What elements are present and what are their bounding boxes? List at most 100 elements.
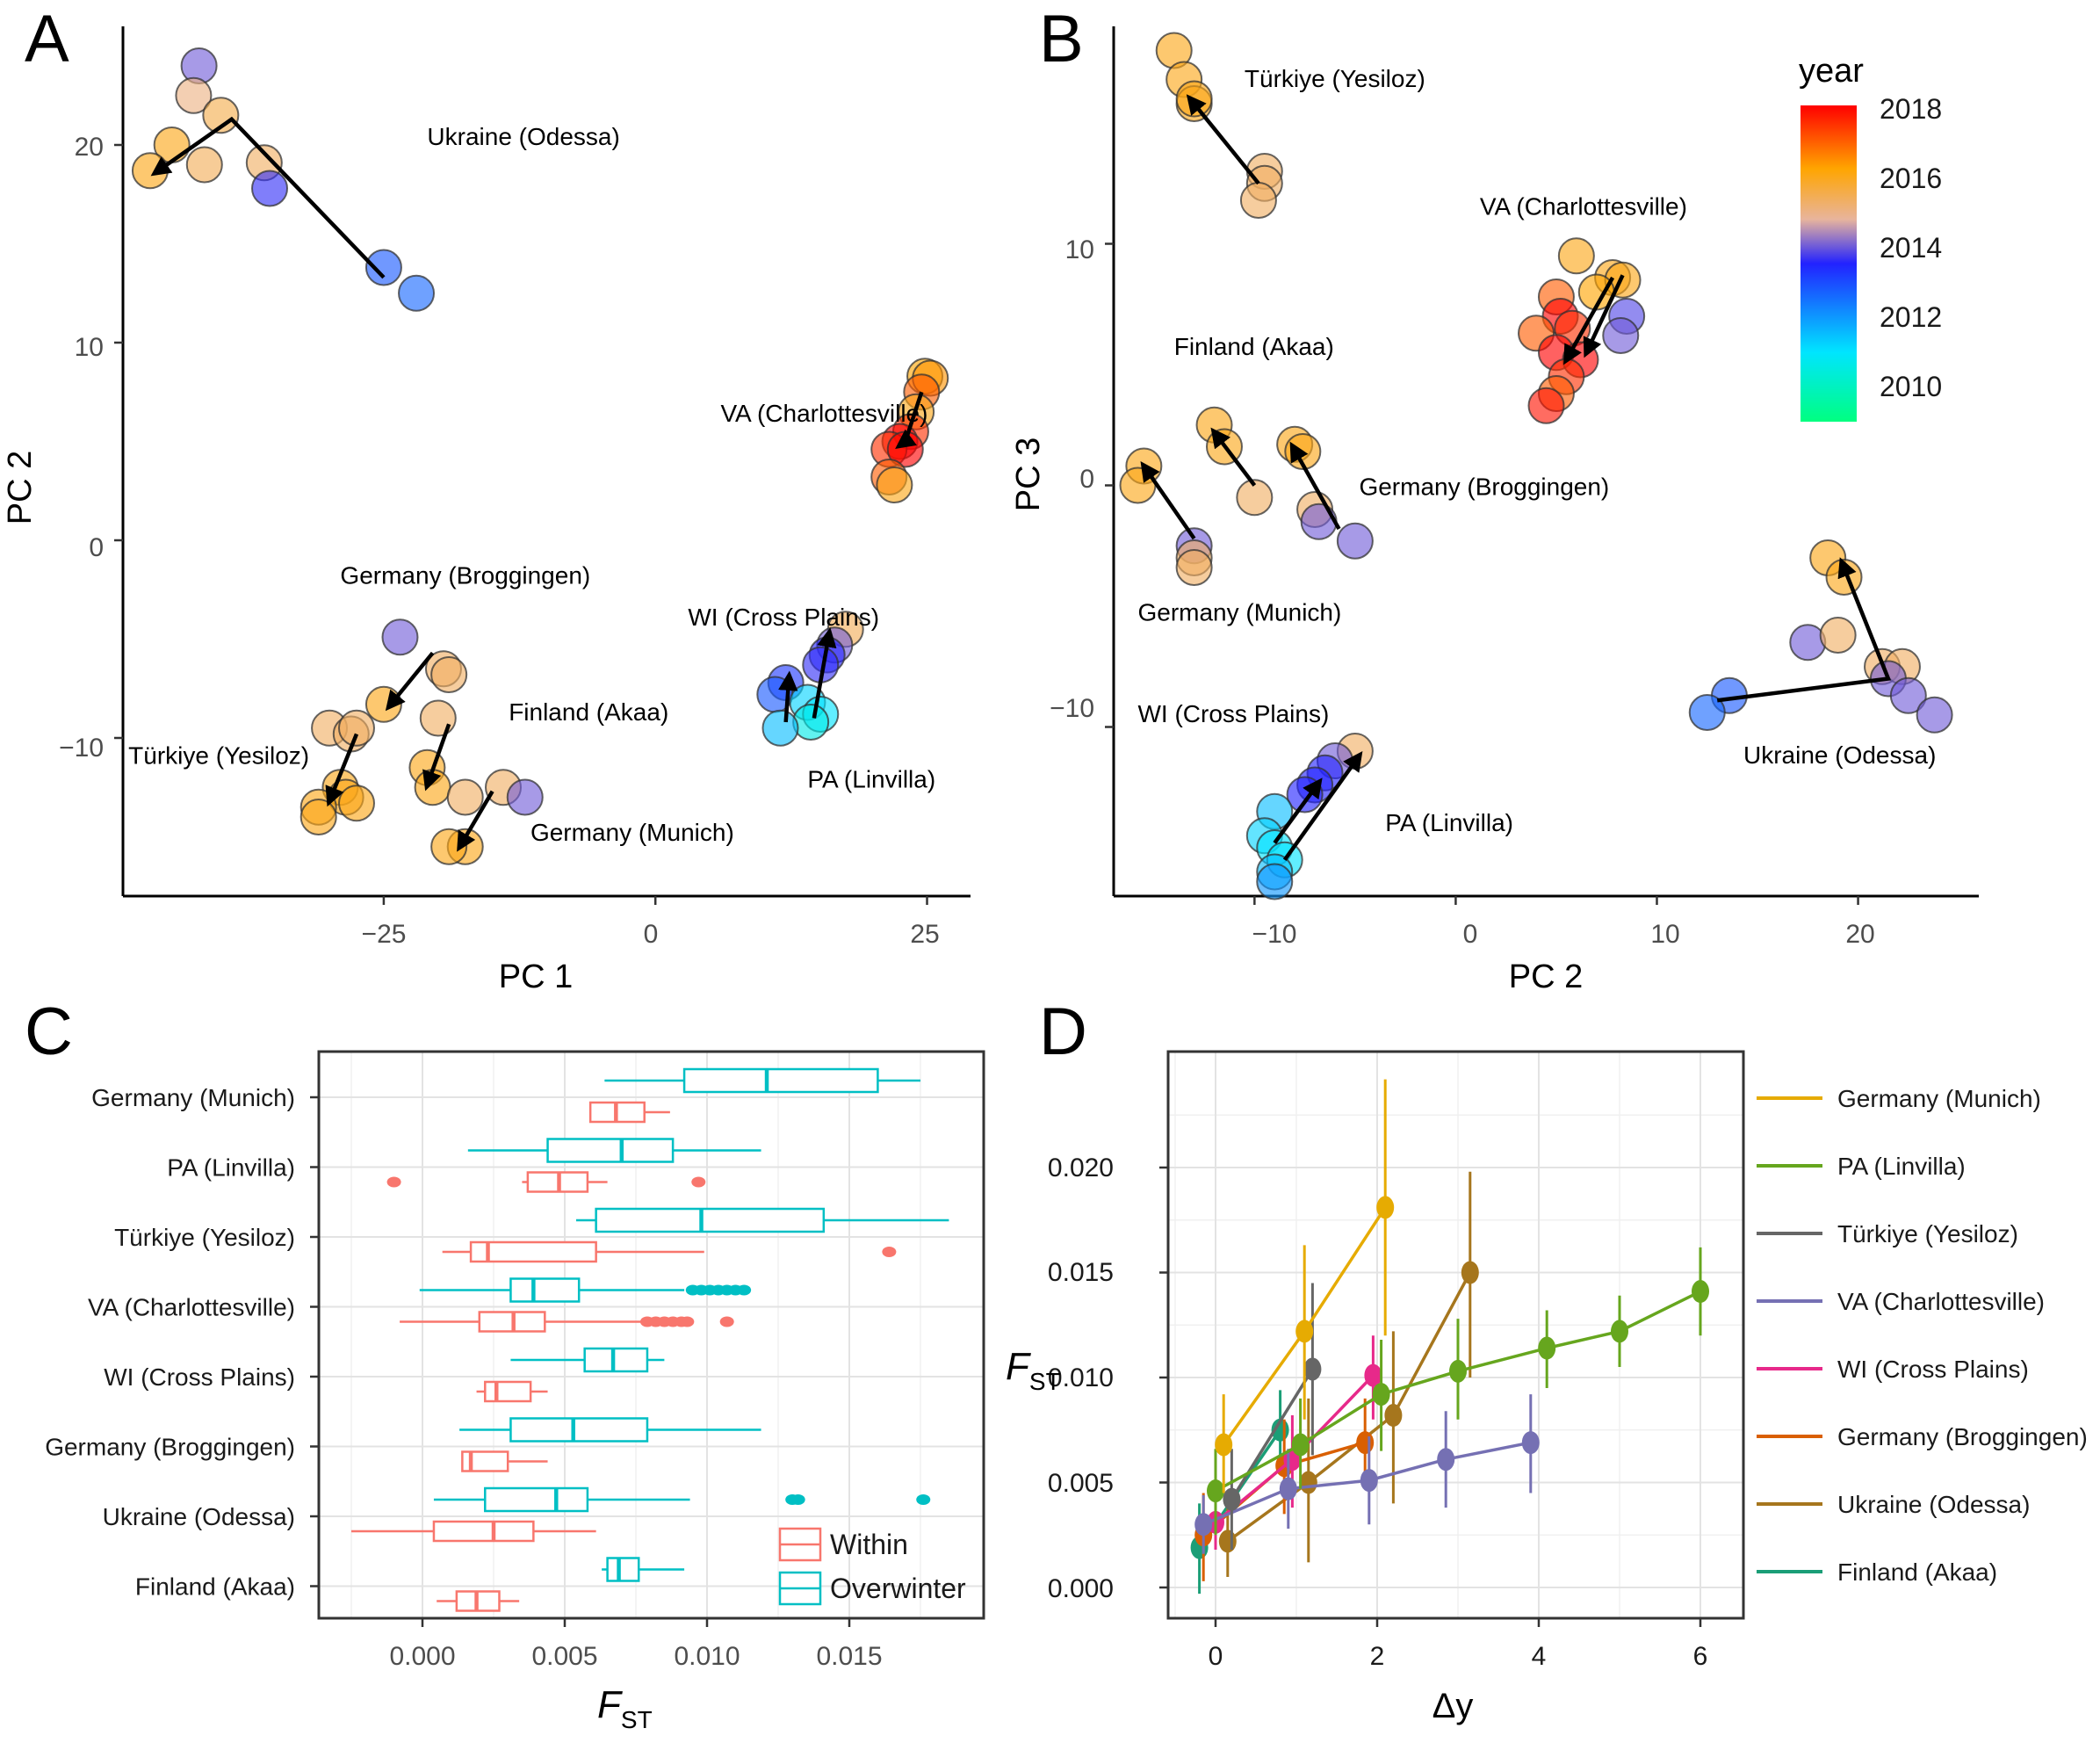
trajectory-arrow (1563, 276, 1615, 365)
panel-c-x-axis-title-main: F (597, 1683, 623, 1726)
outlier-point (790, 1494, 805, 1505)
sample-point (175, 76, 213, 114)
sample-point (876, 466, 913, 503)
iqr-box (469, 1240, 597, 1263)
box-within (461, 1450, 548, 1472)
trajectory-arrow (895, 391, 924, 449)
panel-a-letter: A (25, 2, 69, 76)
sample-point (1527, 387, 1565, 424)
box-within (386, 1171, 706, 1193)
series-point (1207, 1479, 1224, 1503)
series-point (1360, 1469, 1378, 1493)
panel-b-x-tick-label: −10 (1252, 920, 1297, 949)
sample-point (419, 699, 457, 737)
box-overwinter (602, 1557, 685, 1582)
panel-border (1166, 1050, 1745, 1620)
iqr-box (432, 1520, 535, 1543)
box-within (442, 1240, 897, 1263)
series-point (1521, 1431, 1540, 1455)
series-point (1303, 1357, 1322, 1381)
panel-d-y-tick-labels: 0.000 0.005 0.010 0.015 0.020 (1048, 1153, 1114, 1603)
series-line (1226, 1271, 1472, 1543)
panel-d: D 0.000 0.005 0.010 0.015 0.020 0 2 4 6 … (1006, 994, 2088, 1725)
panel-d-x-axis-title: Δy (1432, 1687, 1474, 1725)
panel-b-x-tick-label: 10 (1650, 920, 1679, 949)
panel-c-letter: C (25, 994, 73, 1069)
series-point (1291, 1433, 1310, 1457)
series-point (1295, 1320, 1314, 1343)
legend-label: VA (Charlottesville) (1837, 1288, 2045, 1315)
series (1207, 1247, 1709, 1536)
iqr-box (546, 1138, 675, 1163)
panel-a-y-tick-label: 20 (75, 133, 104, 162)
panel-b-y-axis-title: PC 3 (1010, 438, 1047, 511)
series-point (1449, 1359, 1467, 1383)
population-label: WI (Cross Plains) (688, 604, 879, 631)
box-within (476, 1380, 548, 1403)
group (756, 611, 864, 747)
sample-point (1336, 522, 1374, 560)
panel-c-x-axis-title-sub: ST (621, 1706, 653, 1733)
outlier-point (719, 1316, 734, 1327)
series-point (1279, 1477, 1297, 1501)
group (131, 47, 436, 312)
sample-point (1236, 479, 1274, 517)
panel-d-x-tick-label: 4 (1532, 1642, 1547, 1671)
trajectory-arrow (1716, 557, 1892, 703)
legend-label: Overwinter (830, 1573, 966, 1604)
legend-label: Germany (Munich) (1837, 1085, 2041, 1112)
trajectory-arrow (1186, 94, 1260, 185)
category-tick-label: WI (Cross Plains) (104, 1363, 295, 1391)
sample-point (506, 778, 544, 816)
series-point (1437, 1448, 1455, 1472)
trajectory-arrow (1289, 441, 1341, 531)
series (1215, 1079, 1395, 1493)
colorbar-tick-label: 2014 (1880, 232, 1942, 264)
box-plot-area (310, 1050, 985, 1627)
sample-point (131, 152, 169, 190)
iqr-box (509, 1417, 649, 1443)
legend-label: Türkiye (Yesiloz) (1837, 1220, 2018, 1247)
trajectory-arrow (1140, 460, 1196, 540)
panel-border (317, 1050, 985, 1620)
population-label: Türkiye (Yesiloz) (1245, 65, 1425, 92)
colorbar-tick-label: 2018 (1880, 93, 1942, 125)
panel-b-y-tick-label: 10 (1065, 235, 1094, 264)
colorbar-tick-label: 2016 (1880, 163, 1942, 194)
panel-d-y-tick-label: 0.015 (1048, 1258, 1114, 1287)
series-point (1372, 1383, 1390, 1407)
series-point (1299, 1471, 1317, 1494)
population-label: PA (Linvilla) (807, 765, 935, 792)
series (1218, 1171, 1479, 1578)
iqr-box (509, 1277, 581, 1303)
sample-point (792, 704, 830, 741)
population-label: Finland (Akaa) (1174, 333, 1334, 360)
legend-label: Ukraine (Odessa) (1837, 1491, 2030, 1518)
sample-point (1175, 80, 1213, 118)
box-overwinter (419, 1277, 752, 1303)
series-point (1611, 1320, 1628, 1343)
series-point (1215, 1433, 1233, 1457)
category-tick-label: Ukraine (Odessa) (103, 1503, 295, 1530)
panel-a-x-axis-title: PC 1 (499, 958, 573, 995)
iqr-box (484, 1486, 589, 1513)
panel-c-x-tick-label: 0.010 (674, 1642, 740, 1671)
sample-point (364, 685, 402, 723)
series-point (1364, 1363, 1382, 1387)
panel-b-y-tick-label: −10 (1050, 694, 1094, 723)
sample-point (1819, 617, 1857, 654)
iqr-box (682, 1067, 879, 1094)
iqr-box (595, 1207, 826, 1233)
panel-a-x-tick-label: 0 (644, 920, 659, 949)
trajectory-arrow (385, 651, 435, 712)
sample-point (1175, 549, 1213, 586)
population-label: Türkiye (Yesiloz) (128, 741, 309, 769)
panel-a-y-tick-labels: −10 0 10 20 (59, 133, 104, 763)
box-overwinter (575, 1207, 949, 1233)
panel-a-y-tick-label: 10 (75, 333, 104, 362)
sample-point (337, 785, 375, 822)
group (1195, 406, 1374, 560)
panel-b-y-tick-labels: −10 0 10 (1050, 235, 1094, 723)
panel-d-letter: D (1039, 994, 1087, 1069)
